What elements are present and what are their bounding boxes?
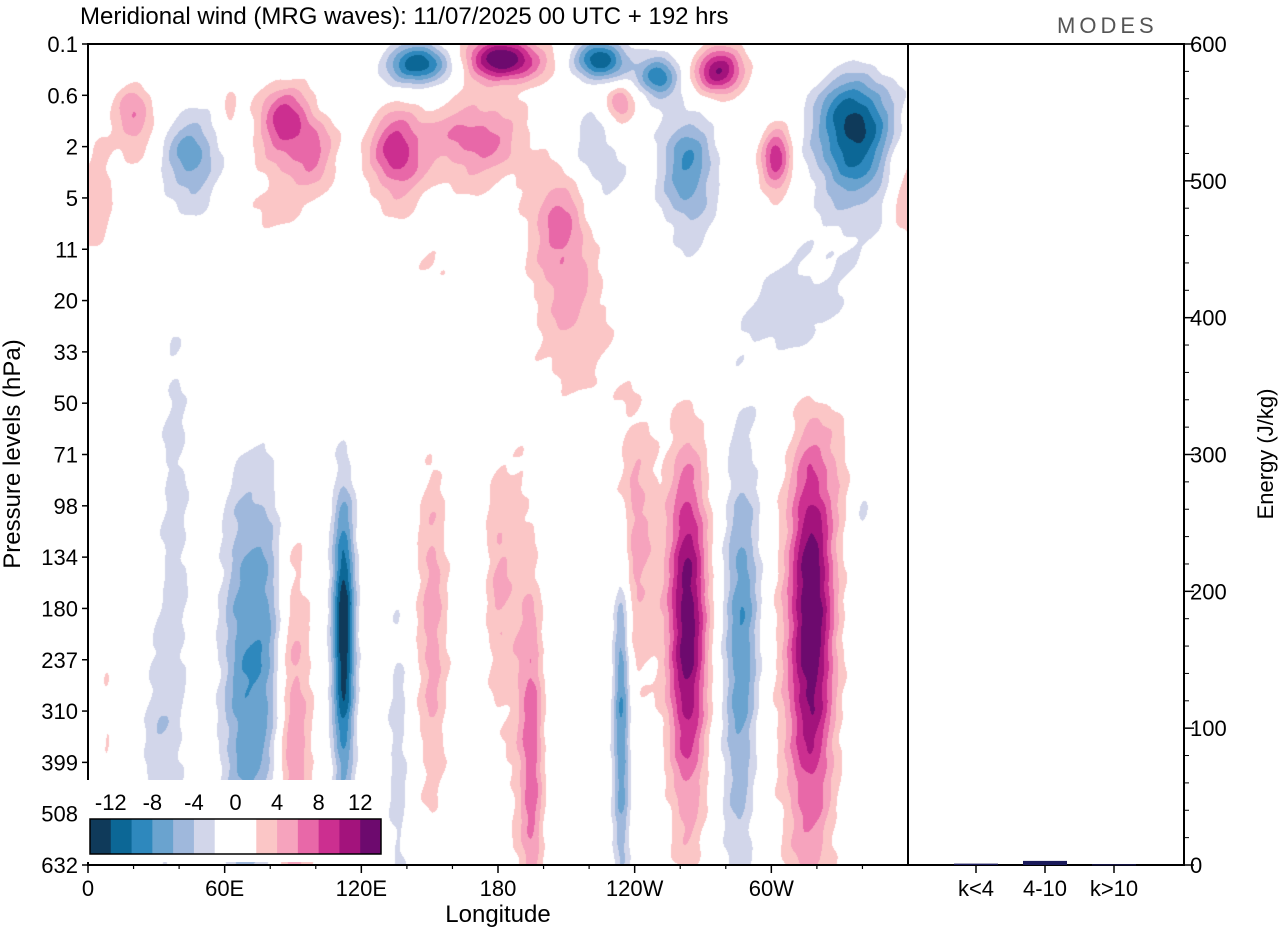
colorbar-swatch xyxy=(318,819,340,854)
pressure-tick-label: 399 xyxy=(41,750,78,775)
colorbar-frame xyxy=(89,818,382,855)
energy-tick-label: 500 xyxy=(1190,169,1227,194)
colorbar-swatch xyxy=(297,819,320,854)
colorbar-label: -4 xyxy=(184,790,204,815)
energy-category-label: 4-10 xyxy=(1023,876,1067,901)
colorbar-swatch xyxy=(339,819,361,854)
pressure-tick-label: 0.1 xyxy=(47,32,78,57)
pressure-tick-label: 98 xyxy=(54,494,78,519)
pressure-tick-label: 5 xyxy=(66,186,78,211)
pressure-tick-label: 11 xyxy=(55,237,78,262)
pressure-tick-label: 508 xyxy=(41,802,78,827)
energy-bar xyxy=(954,863,998,865)
longitude-tick-label: 120W xyxy=(606,876,664,901)
energy-tick-label: 600 xyxy=(1190,32,1227,57)
hovmoller-heatmap xyxy=(88,44,908,865)
axes: 0.1 0.6 2 5 11 20 33 50 71 98 134 180 237 310 399 508 63… xyxy=(41,32,1226,901)
colorbar-label: 12 xyxy=(348,790,372,815)
energy-bars xyxy=(954,860,1136,866)
pressure-tick-label: 71 xyxy=(54,443,78,468)
x-axis-label: Longitude xyxy=(445,901,550,928)
wind-field-image xyxy=(88,44,908,865)
colorbar-swatches xyxy=(90,819,382,854)
energy-tick-label: 300 xyxy=(1190,443,1227,468)
longitude-tick-label: 0 xyxy=(82,876,94,901)
colorbar-swatch xyxy=(360,819,382,854)
colorbar-label: 8 xyxy=(313,790,325,815)
colorbar-label: -12 xyxy=(95,790,127,815)
colorbar-labels: -12 -8 -4 0 4 8 12 xyxy=(95,790,373,815)
longitude-tick-label: 180 xyxy=(480,876,517,901)
colorbar-swatch xyxy=(90,819,112,854)
energy-tick-label: 400 xyxy=(1190,306,1227,331)
pressure-tick-label: 33 xyxy=(54,340,78,365)
pressure-tick-label: 2 xyxy=(66,135,78,160)
colorbar-swatch xyxy=(193,819,216,854)
longitude-tick-label: 60W xyxy=(749,876,794,901)
colorbar-swatch xyxy=(235,819,257,854)
pressure-tick-label: 180 xyxy=(41,596,78,621)
pressure-tick-label: 0.6 xyxy=(47,83,78,108)
pressure-tick-label: 20 xyxy=(54,289,78,314)
modes-logo: MODES xyxy=(1057,13,1158,38)
longitude-tick-label: 120E xyxy=(336,876,387,901)
colorbar-label: 4 xyxy=(271,790,283,815)
energy-tick-label: 100 xyxy=(1190,716,1227,741)
colorbar-swatch xyxy=(110,819,133,854)
energy-axis-label: Energy (J/kg) xyxy=(1253,389,1278,520)
energy-tick-label: 200 xyxy=(1190,579,1227,604)
y-axis-label: Pressure levels (hPa) xyxy=(0,339,26,568)
energy-category-label: k<4 xyxy=(958,876,994,901)
energy-frame xyxy=(907,43,1185,866)
colorbar-swatch xyxy=(256,819,278,854)
energy-tick-label: 0 xyxy=(1190,853,1202,878)
pressure-tick-label: 310 xyxy=(41,699,78,724)
colorbar-legend: -12 -8 -4 0 4 8 12 xyxy=(82,780,388,862)
pressure-tick-label: 134 xyxy=(41,545,78,570)
colorbar-swatch xyxy=(131,819,153,854)
energy-category-label: k>10 xyxy=(1090,876,1138,901)
colorbar-swatch xyxy=(173,819,195,854)
energy-bar xyxy=(1092,864,1136,866)
energy-bar xyxy=(1023,860,1067,865)
longitude-tick-label: 60E xyxy=(205,876,244,901)
pressure-tick-label: 50 xyxy=(54,391,78,416)
pressure-tick-label: 632 xyxy=(41,853,78,878)
chart-title: Meridional wind (MRG waves): 11/07/2025 … xyxy=(80,3,729,30)
colorbar-label: -8 xyxy=(143,790,163,815)
colorbar-swatch xyxy=(152,819,174,854)
colorbar-swatch xyxy=(214,819,236,854)
pressure-tick-label: 237 xyxy=(41,648,78,673)
colorbar-label: 0 xyxy=(229,790,241,815)
colorbar-swatch xyxy=(277,819,299,854)
